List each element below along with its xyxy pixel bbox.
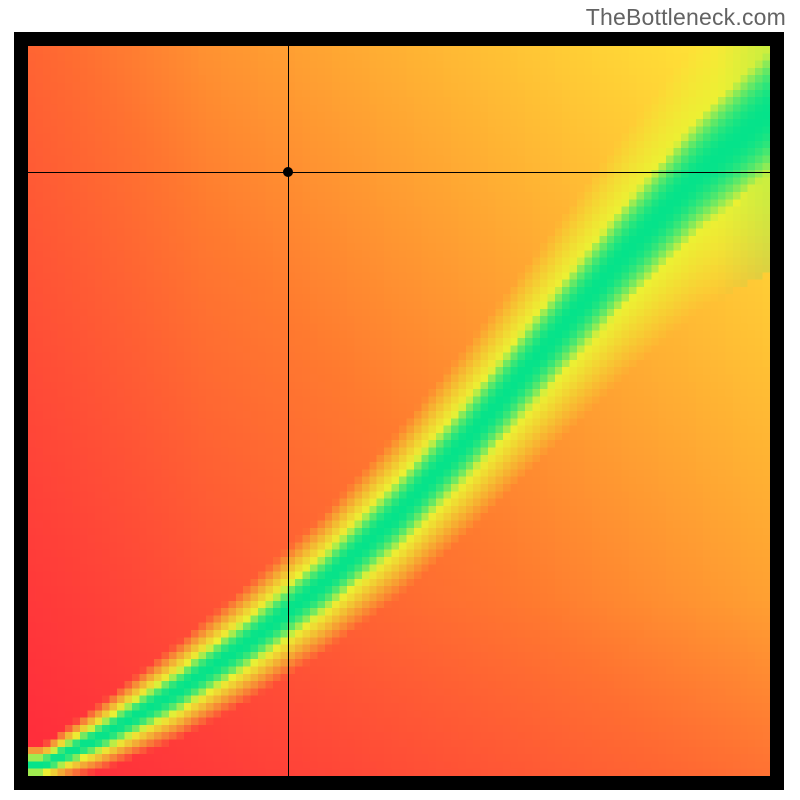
bottleneck-heatmap bbox=[14, 32, 784, 790]
attribution-text: TheBottleneck.com bbox=[586, 4, 786, 31]
crosshair-marker bbox=[283, 167, 293, 177]
crosshair-horizontal bbox=[28, 172, 770, 173]
crosshair-vertical bbox=[288, 46, 289, 776]
heatmap-canvas bbox=[28, 46, 770, 776]
